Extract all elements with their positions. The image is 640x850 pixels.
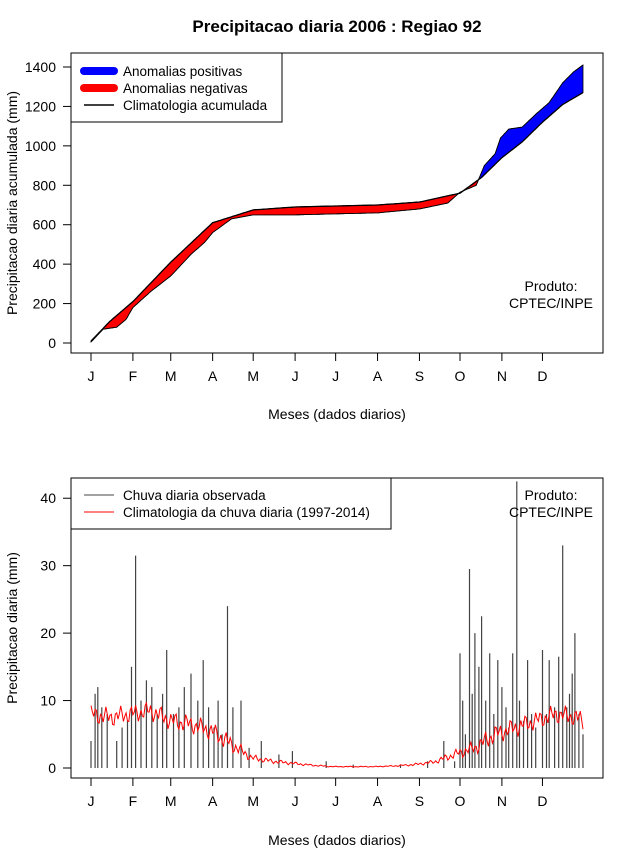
x-tick-label-6: J [332,368,339,384]
y-tick-label-5: 1000 [25,138,56,154]
y-tick-label-7: 1400 [25,59,56,75]
x-tick-label-0: J [88,793,95,809]
x-tick-label-0: J [88,368,95,384]
y-tick-label-1: 200 [33,296,57,312]
x-tick-label-3: A [208,793,218,809]
x-tick-label-6: J [332,793,339,809]
x-tick-label-1: F [129,793,138,809]
y-tick-label-0: 0 [48,760,56,776]
x-tick-label-4: M [247,793,259,809]
climatology-accumulated-line [90,92,584,342]
x-tick-label-7: A [373,368,383,384]
daily-chart: 0 10 20 30 40 J F M A M J J A S O N D Meses (dados diar… [4,477,604,848]
chart-title: Precipitacao diaria 2006 : Regiao 92 [192,17,481,36]
y-tick-label-4: 40 [40,490,56,506]
legend-entry-climatology: Climatologia da chuva diaria (1997-2014) [123,505,370,520]
x-axis-label: Meses (dados diarios) [268,406,406,422]
observed-accumulated-line [90,64,584,343]
cumulative-chart: Precipitacao diaria 2006 : Regiao 92 0 20… [4,17,604,422]
product-source: CPTEC/INPE [509,295,593,311]
daily-climatology-line [90,701,584,768]
y-axis-label: Precipitacao diaria (mm) [4,552,20,704]
y-tick-label-6: 1200 [25,98,56,114]
legend-entry-negative: Anomalias negativas [123,81,248,96]
x-tick-label-8: S [415,793,424,809]
x-tick-label-8: S [415,368,424,384]
x-tick-label-3: A [208,368,218,384]
y-tick-label-4: 800 [33,177,57,193]
x-tick-label-4: M [247,368,259,384]
legend: Chuva diaria observada Climatologia da c… [70,477,392,530]
legend-entry-positive: Anomalias positivas [123,64,243,79]
x-tick-label-10: N [497,368,507,384]
x-tick-label-1: F [129,368,138,384]
x-tick-label-5: J [292,793,299,809]
daily-bars [90,481,584,768]
y-axis-label: Precipitacao diaria acumulada (mm) [4,91,20,315]
accumulated-lines [90,64,584,343]
product-label: Produto: [525,278,578,294]
x-tick-label-11: D [537,368,547,384]
x-tick-label-2: M [165,368,177,384]
product-source: CPTEC/INPE [509,504,593,520]
x-tick-label-10: N [497,793,507,809]
y-tick-label-2: 400 [33,256,57,272]
product-label: Produto: [525,487,578,503]
x-tick-label-7: A [373,793,383,809]
climatology-line [90,701,584,768]
y-tick-label-0: 0 [48,335,56,351]
legend-entry-observed: Chuva diaria observada [123,488,266,503]
x-tick-label-2: M [165,793,177,809]
anomaly-area-pos-3 [478,64,584,181]
x-tick-label-9: O [455,368,466,384]
x-tick-label-11: D [537,793,547,809]
legend-box [70,477,392,530]
legend-entry-climatology: Climatologia acumulada [123,98,268,113]
x-tick-label-9: O [455,793,466,809]
anomaly-area-neg-0 [90,192,460,343]
y-tick-label-1: 10 [40,693,56,709]
plot-frame [70,52,604,354]
y-axis: 0 10 20 30 40 [40,490,71,776]
legend: Anomalias positivas Anomalias negativas … [70,52,283,123]
y-tick-label-3: 600 [33,217,57,233]
x-tick-label-5: J [292,368,299,384]
y-axis: 0 200 400 600 800 1000 1200 1400 [25,59,71,351]
y-tick-label-2: 20 [40,625,56,641]
y-tick-label-3: 30 [40,558,56,574]
x-axis-label: Meses (dados diarios) [268,832,406,848]
